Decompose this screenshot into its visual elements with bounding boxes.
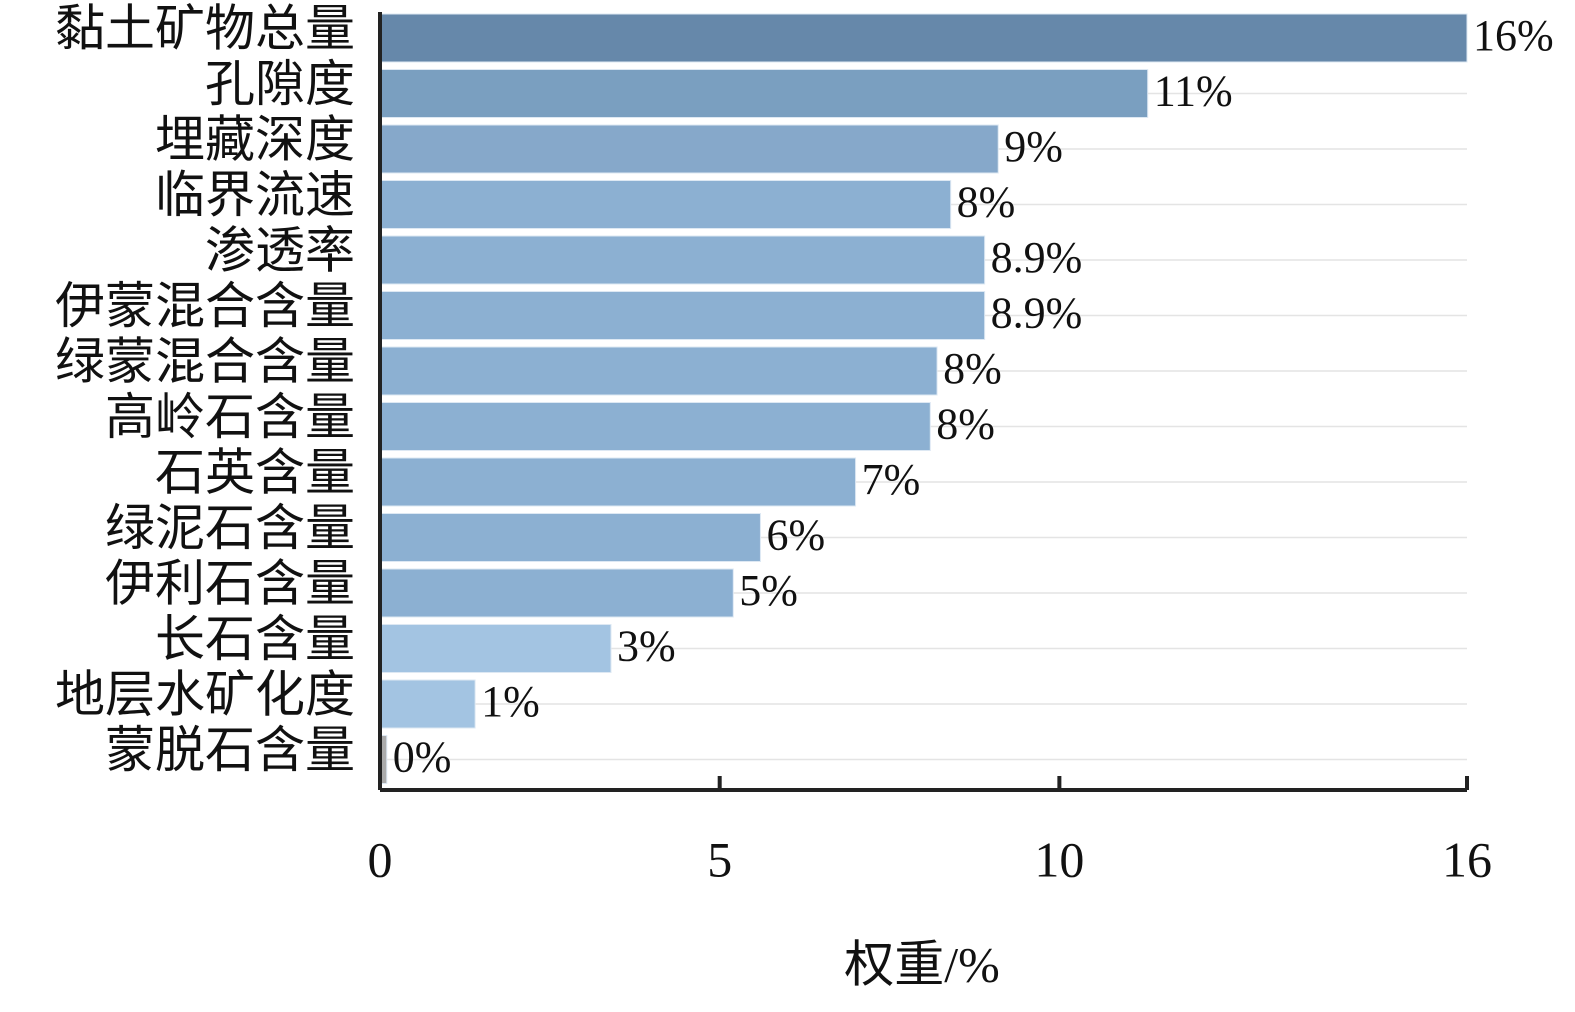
bar — [379, 457, 857, 507]
y-tick-label: 石英含量 — [155, 444, 355, 500]
y-tick-label: 埋藏深度 — [155, 111, 355, 167]
bar — [379, 568, 734, 618]
y-tick-label: 蒙脱石含量 — [105, 722, 355, 778]
y-tick-label: 渗透率 — [205, 222, 355, 278]
y-tick-label: 高岭石含量 — [105, 389, 355, 445]
value-label: 1% — [481, 677, 540, 726]
bar — [379, 402, 931, 451]
bar — [379, 346, 938, 396]
bar — [379, 679, 476, 729]
bar — [379, 513, 761, 562]
y-tick-label: 黏土矿物总量 — [55, 0, 355, 56]
x-tick-label: 16 — [1442, 831, 1492, 887]
y-tick-label: 伊利石含量 — [105, 555, 355, 611]
x-axis-title: 权重/% — [844, 936, 1000, 992]
bar — [379, 13, 1468, 63]
x-tick-label: 10 — [1034, 831, 1084, 887]
value-label: 8.9% — [991, 289, 1083, 338]
y-tick-label: 临界流速 — [155, 167, 355, 223]
bar — [379, 180, 952, 229]
value-label: 16% — [1473, 11, 1554, 60]
y-tick-label: 伊蒙混合含量 — [55, 278, 355, 334]
bar — [379, 291, 986, 340]
bar — [379, 624, 612, 673]
value-label: 9% — [1004, 122, 1063, 171]
value-label: 8% — [957, 178, 1016, 227]
bar — [379, 124, 999, 174]
value-label: 7% — [862, 455, 921, 504]
value-label: 8% — [943, 344, 1002, 393]
bar — [379, 69, 1149, 118]
value-label: 5% — [739, 566, 798, 615]
y-tick-label: 绿泥石含量 — [105, 500, 355, 556]
x-tick-label: 5 — [707, 831, 732, 887]
value-label: 11% — [1154, 67, 1233, 116]
value-label: 8.9% — [991, 233, 1083, 282]
value-label: 8% — [936, 400, 995, 449]
y-tick-label: 绿蒙混合含量 — [55, 333, 355, 389]
x-tick-label: 0 — [368, 831, 393, 887]
bar — [379, 235, 986, 285]
value-label: 3% — [617, 622, 676, 671]
y-tick-label: 地层水矿化度 — [55, 666, 355, 722]
value-label: 6% — [766, 511, 825, 560]
value-label: 0% — [393, 733, 452, 782]
y-tick-label: 孔隙度 — [205, 56, 355, 112]
y-tick-label: 长石含量 — [155, 611, 355, 667]
